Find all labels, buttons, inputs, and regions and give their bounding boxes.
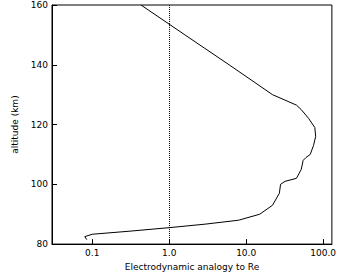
svg-text:100: 100 (31, 179, 48, 189)
svg-text:1.0: 1.0 (162, 248, 177, 258)
svg-text:Electrodynamic analogy to Re: Electrodynamic analogy to Re (125, 262, 260, 272)
svg-text:140: 140 (31, 60, 48, 70)
svg-text:80: 80 (37, 239, 49, 249)
svg-text:160: 160 (31, 0, 48, 10)
svg-text:100.0: 100.0 (310, 248, 336, 258)
svg-text:0.1: 0.1 (85, 248, 99, 258)
svg-text:10.0: 10.0 (236, 248, 256, 258)
svg-text:120: 120 (31, 120, 48, 130)
svg-text:altitude (km): altitude (km) (10, 95, 20, 153)
